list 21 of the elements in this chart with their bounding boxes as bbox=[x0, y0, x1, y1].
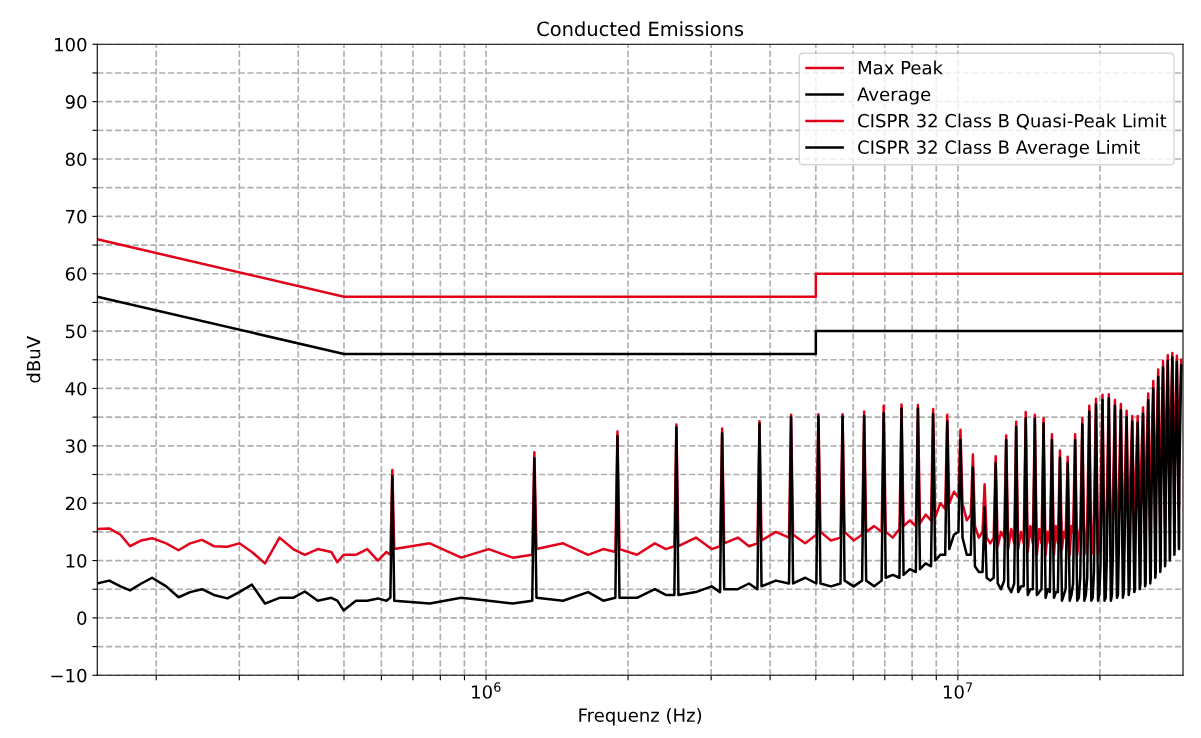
y-tick-label: 40 bbox=[65, 381, 87, 396]
x-axis-title: Frequenz (Hz) bbox=[579, 708, 702, 726]
legend-label: Max Peak bbox=[858, 60, 943, 75]
y-tick-label: 80 bbox=[65, 152, 87, 167]
legend-label: CISPR 32 Class B Average Limit bbox=[858, 140, 1140, 158]
legend-label: CISPR 32 Class B Quasi-Peak Limit bbox=[858, 113, 1167, 130]
legend-label: Average bbox=[857, 87, 931, 105]
y-tick-label: 50 bbox=[65, 324, 87, 339]
chart-title: Conducted Emissions bbox=[537, 21, 744, 37]
y-tick-label: 0 bbox=[77, 611, 87, 626]
y-tick-label: 60 bbox=[65, 267, 87, 281]
y-tick-label: 10 bbox=[66, 554, 87, 568]
x-tick-label: 10$^{7}$ bbox=[943, 682, 973, 699]
y-tick-label: 20 bbox=[65, 496, 87, 511]
y-tick-label: 70 bbox=[66, 209, 87, 224]
y-tick-label: 90 bbox=[65, 95, 87, 109]
y-tick-label: −10 bbox=[51, 668, 87, 683]
y-axis-title: dBuV bbox=[26, 336, 41, 383]
y-tick-label: 100 bbox=[55, 37, 87, 52]
x-tick-label: 10$^{6}$ bbox=[472, 682, 501, 699]
y-tick-label: 30 bbox=[65, 439, 87, 453]
